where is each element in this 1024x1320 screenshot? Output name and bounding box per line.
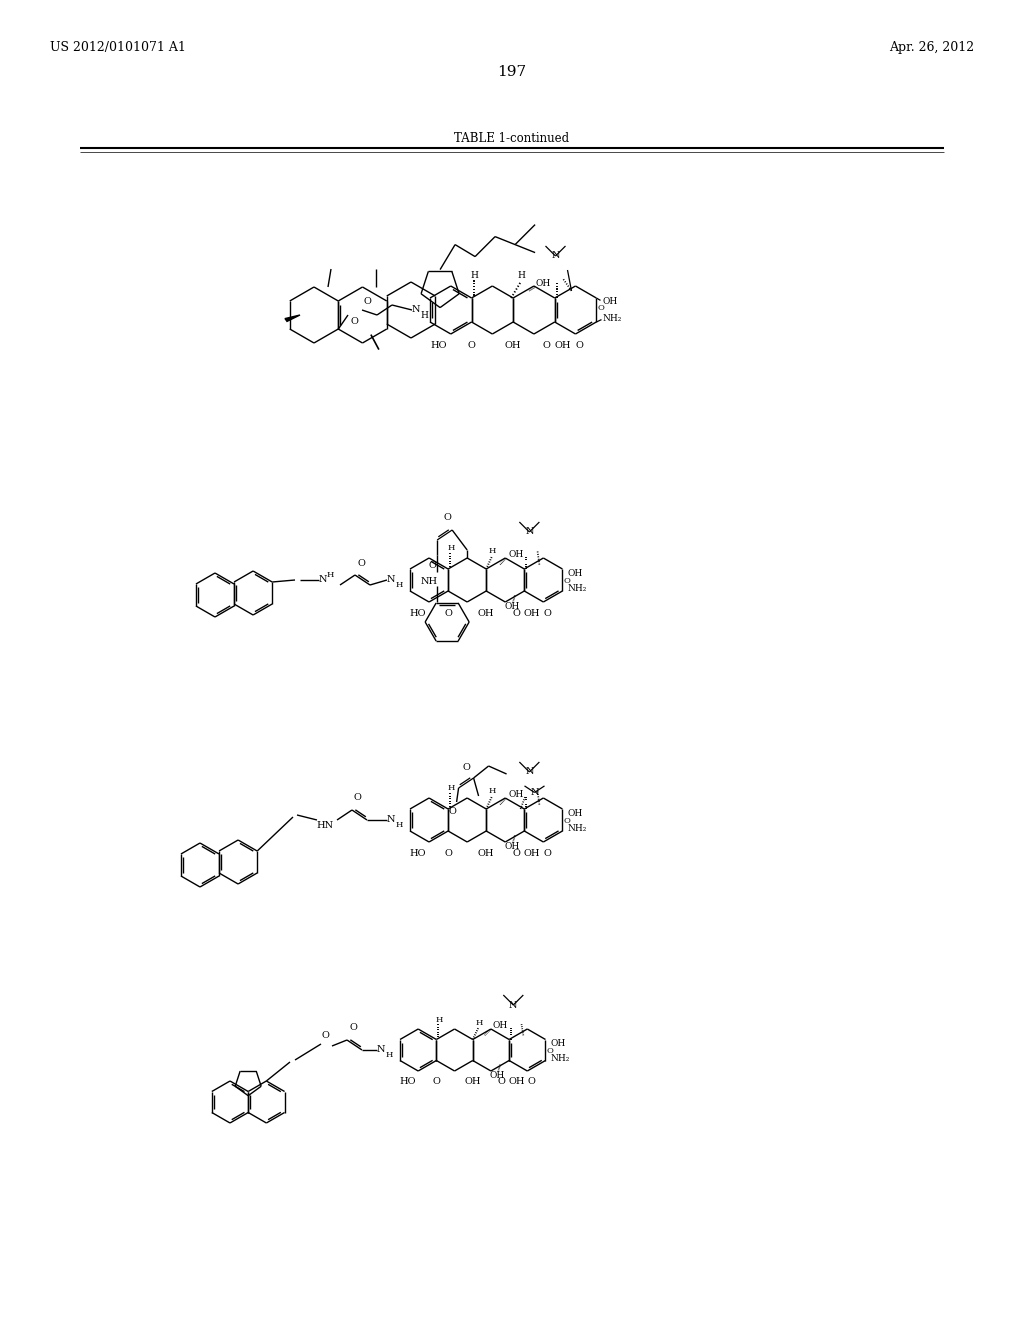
Text: H: H xyxy=(385,1051,392,1059)
Text: HO: HO xyxy=(410,849,426,858)
Text: O: O xyxy=(364,297,371,306)
Text: N: N xyxy=(551,252,560,260)
Text: N: N xyxy=(387,816,395,825)
Text: OH: OH xyxy=(567,809,583,818)
Text: O: O xyxy=(527,1077,535,1086)
Text: O: O xyxy=(449,808,457,817)
Text: TABLE 1-continued: TABLE 1-continued xyxy=(455,132,569,144)
Text: H: H xyxy=(447,784,455,792)
Text: N: N xyxy=(525,767,534,776)
Text: NH₂: NH₂ xyxy=(567,585,587,593)
Text: N: N xyxy=(377,1045,385,1055)
Text: O: O xyxy=(563,577,570,585)
Text: O: O xyxy=(547,1047,553,1055)
Text: N: N xyxy=(387,576,395,585)
Text: O: O xyxy=(353,793,360,803)
Text: H: H xyxy=(475,1019,482,1027)
Text: O: O xyxy=(563,817,570,825)
Text: 197: 197 xyxy=(498,65,526,79)
Polygon shape xyxy=(285,315,300,321)
Text: N: N xyxy=(509,1001,517,1010)
Text: N: N xyxy=(318,576,328,585)
Text: H: H xyxy=(447,544,455,552)
Text: O: O xyxy=(498,1077,506,1086)
Text: HO: HO xyxy=(410,609,426,618)
Text: O: O xyxy=(444,849,452,858)
Text: OH: OH xyxy=(523,849,541,858)
Text: OH: OH xyxy=(478,849,495,858)
Text: O: O xyxy=(544,609,551,618)
Text: OH: OH xyxy=(505,602,520,611)
Text: OH: OH xyxy=(505,842,520,851)
Text: H: H xyxy=(488,548,496,556)
Text: Apr. 26, 2012: Apr. 26, 2012 xyxy=(889,41,974,54)
Text: OH: OH xyxy=(489,1071,505,1080)
Text: O: O xyxy=(349,1023,357,1032)
Text: OH: OH xyxy=(536,279,550,288)
Text: H: H xyxy=(420,312,428,321)
Text: OH: OH xyxy=(508,791,523,799)
Text: OH: OH xyxy=(493,1022,508,1031)
Text: H: H xyxy=(395,581,402,589)
Text: O: O xyxy=(544,849,551,858)
Text: H: H xyxy=(435,1015,443,1023)
Text: HO: HO xyxy=(399,1077,416,1086)
Text: OH: OH xyxy=(508,1077,524,1086)
Text: O: O xyxy=(428,561,436,569)
Text: N: N xyxy=(412,305,420,314)
Text: O: O xyxy=(575,341,584,350)
Text: H: H xyxy=(395,821,402,829)
Text: OH: OH xyxy=(523,609,541,618)
Text: HO: HO xyxy=(430,341,447,350)
Text: H: H xyxy=(488,788,496,796)
Text: NH₂: NH₂ xyxy=(567,824,587,833)
Text: US 2012/0101071 A1: US 2012/0101071 A1 xyxy=(50,41,186,54)
Text: O: O xyxy=(513,609,520,618)
Text: OH: OH xyxy=(602,297,617,306)
Text: O: O xyxy=(463,763,470,772)
Text: N: N xyxy=(525,528,534,536)
Text: NH₂: NH₂ xyxy=(550,1053,569,1063)
Text: O: O xyxy=(443,513,452,523)
Text: H: H xyxy=(471,271,478,280)
Text: O: O xyxy=(543,341,550,350)
Text: NH₂: NH₂ xyxy=(602,314,622,323)
Text: HN: HN xyxy=(316,821,334,829)
Text: O: O xyxy=(597,304,604,312)
Text: OH: OH xyxy=(505,341,521,350)
Text: OH: OH xyxy=(567,569,583,578)
Text: OH: OH xyxy=(478,609,495,618)
Text: O: O xyxy=(357,560,365,569)
Text: OH: OH xyxy=(550,1039,565,1048)
Text: O: O xyxy=(468,341,475,350)
Text: O: O xyxy=(444,609,452,618)
Text: OH: OH xyxy=(465,1077,481,1086)
Text: NH: NH xyxy=(421,578,437,586)
Text: H: H xyxy=(327,572,334,579)
Text: H: H xyxy=(517,271,525,280)
Text: OH: OH xyxy=(508,550,523,560)
Text: O: O xyxy=(322,1031,329,1040)
Text: N: N xyxy=(530,788,539,797)
Text: O: O xyxy=(513,849,520,858)
Text: O: O xyxy=(350,318,358,326)
Text: OH: OH xyxy=(555,341,571,350)
Text: O: O xyxy=(432,1077,440,1086)
